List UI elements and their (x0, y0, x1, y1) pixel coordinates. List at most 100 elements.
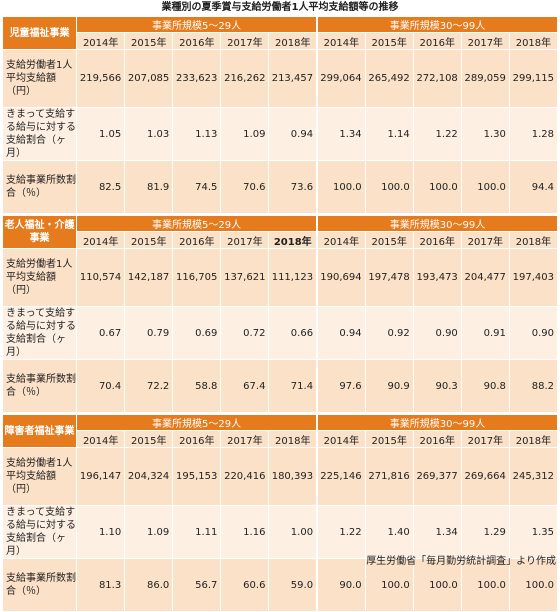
year-header: 2015年 (364, 32, 414, 50)
value-cell: 1.30 (460, 107, 510, 161)
value-cell: 225,146 (316, 447, 366, 506)
group-header: 事業所規模30～99人 (316, 213, 559, 232)
value-cell: 90.8 (460, 359, 510, 414)
year-header: 2014年 (76, 231, 126, 249)
year-header: 2018年 (508, 430, 559, 448)
row-label: きまって支給する給与に対する支給割合（ヶ月） (1, 107, 78, 161)
group-header: 事業所規模5～29人 (76, 412, 319, 431)
value-cell: 204,477 (460, 248, 510, 307)
data-row-amount: 支給労働者1人平均支給額（円） 219,566 207,085 233,623 216,… (1, 49, 559, 108)
section-name: 障害者福祉事業 (1, 412, 78, 448)
year-header: 2014年 (76, 430, 126, 448)
row-label: 支給事業所数割合（％） (1, 359, 78, 414)
value-cell: 82.5 (76, 160, 126, 215)
value-cell: 1.29 (460, 505, 510, 559)
value-cell: 0.90 (508, 306, 559, 360)
year-header: 2017年 (460, 231, 510, 249)
row-label: 支給労働者1人平均支給額（円） (1, 447, 78, 506)
year-header: 2016年 (412, 231, 462, 249)
value-cell: 197,478 (364, 248, 414, 307)
value-cell: 81.9 (124, 160, 174, 215)
value-cell: 70.4 (76, 359, 126, 414)
value-cell: 1.22 (412, 107, 462, 161)
value-cell: 0.92 (364, 306, 414, 360)
group-header: 事業所規模5～29人 (76, 213, 319, 232)
value-cell: 1.00 (268, 505, 319, 559)
data-row-pct: 支給事業所数割合（％） 70.4 72.2 58.8 67.4 71.4 97.6 90.9 9… (1, 359, 559, 414)
value-cell: 100.0 (460, 160, 510, 215)
value-cell: 245,312 (508, 447, 559, 506)
value-cell: 265,492 (364, 49, 414, 108)
year-header: 2015年 (124, 32, 174, 50)
value-cell: 195,153 (172, 447, 222, 506)
group-header: 事業所規模30～99人 (316, 412, 559, 431)
value-cell: 0.72 (220, 306, 270, 360)
year-header: 2017年 (220, 231, 270, 249)
row-label: 支給労働者1人平均支給額（円） (1, 248, 78, 307)
row-label: きまって支給する給与に対する支給割合（ヶ月） (1, 306, 78, 360)
year-header: 2018年 (508, 32, 559, 50)
value-cell: 233,623 (172, 49, 222, 108)
year-header: 2017年 (220, 430, 270, 448)
value-cell: 1.13 (172, 107, 222, 161)
value-cell: 1.09 (124, 505, 174, 559)
value-cell: 1.14 (364, 107, 414, 161)
year-header: 2017年 (220, 32, 270, 50)
value-cell: 1.11 (172, 505, 222, 559)
value-cell: 197,403 (508, 248, 559, 307)
value-cell: 100.0 (316, 160, 366, 215)
value-cell: 137,621 (220, 248, 270, 307)
row-label: きまって支給する給与に対する支給割合（ヶ月） (1, 505, 78, 559)
section-name: 児童福祉事業 (1, 16, 78, 50)
value-cell: 196,147 (76, 447, 126, 506)
data-row-months: きまって支給する給与に対する支給割合（ヶ月） 1.10 1.09 1.11 1.16 1.… (1, 505, 559, 559)
value-cell: 111,123 (268, 248, 319, 307)
section-header-row: 児童福祉事業 事業所規模5～29人 事業所規模30～99人 (1, 16, 559, 50)
value-cell: 0.90 (412, 306, 462, 360)
source-note: 厚生労働省「毎月勤労統計調査」より作成 (366, 556, 556, 567)
bonus-table: 児童福祉事業 事業所規模5～29人 事業所規模30～99人 2014年 2015年 201… (1, 16, 559, 612)
value-cell: 213,457 (268, 49, 319, 108)
value-cell: 72.2 (124, 359, 174, 414)
value-cell: 193,473 (412, 248, 462, 307)
value-cell: 0.91 (460, 306, 510, 360)
value-cell: 70.6 (220, 160, 270, 215)
value-cell: 272,108 (412, 49, 462, 108)
year-header: 2017年 (460, 430, 510, 448)
year-header: 2018年 (268, 430, 319, 448)
value-cell: 190,694 (316, 248, 366, 307)
value-cell: 1.09 (220, 107, 270, 161)
value-cell: 58.8 (172, 359, 222, 414)
value-cell: 116,705 (172, 248, 222, 307)
value-cell: 204,324 (124, 447, 174, 506)
value-cell: 1.16 (220, 505, 270, 559)
group-header: 事業所規模30～99人 (316, 16, 559, 33)
data-row-pct: 支給事業所数割合（％） 82.5 81.9 74.5 70.6 73.6 100.0 100.… (1, 160, 559, 215)
value-cell: 299,064 (316, 49, 366, 108)
value-cell: 0.66 (268, 306, 319, 360)
value-cell: 73.6 (268, 160, 319, 215)
value-cell: 180,393 (268, 447, 319, 506)
year-header: 2014年 (316, 32, 366, 50)
value-cell: 0.79 (124, 306, 174, 360)
value-cell: 0.94 (316, 306, 366, 360)
value-cell: 220,416 (220, 447, 270, 506)
data-row-amount: 支給労働者1人平均支給額（円） 110,574 142,187 116,705 137,… (1, 248, 559, 307)
year-row: 2014年 2015年 2016年 2017年 2018年 2014年 2015年 2016年… (3, 430, 559, 448)
value-cell: 299,115 (508, 49, 559, 108)
section-name: 老人福祉・介護事業 (1, 213, 78, 249)
year-row: 2014年 2015年 2016年 2017年 2018年 2014年 2015年 2016年… (3, 32, 559, 50)
year-header: 2014年 (76, 32, 126, 50)
year-header: 2017年 (460, 32, 510, 50)
value-cell: 1.34 (412, 505, 462, 559)
value-cell: 289,059 (460, 49, 510, 108)
year-header: 2016年 (172, 231, 222, 249)
year-header: 2015年 (364, 231, 414, 249)
data-row-months: きまって支給する給与に対する支給割合（ヶ月） 1.05 1.03 1.13 1.09 0.… (1, 107, 559, 161)
year-header: 2015年 (364, 430, 414, 448)
year-header: 2016年 (172, 430, 222, 448)
data-row-amount: 支給労働者1人平均支給額（円） 196,147 204,324 195,153 220,… (1, 447, 559, 506)
year-header: 2015年 (124, 430, 174, 448)
value-cell: 100.0 (412, 160, 462, 215)
year-header: 2018年 (508, 231, 559, 249)
